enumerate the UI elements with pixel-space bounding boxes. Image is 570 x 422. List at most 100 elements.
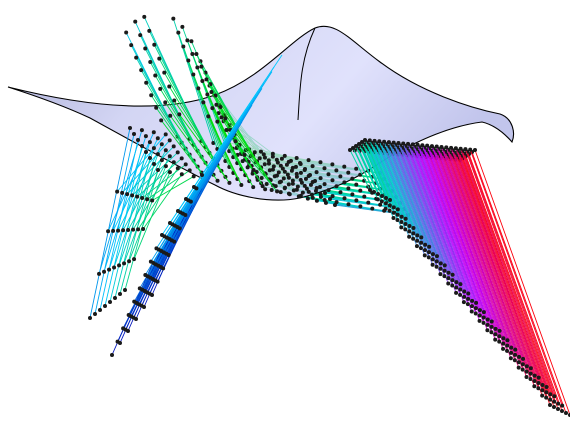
field-point-267-e: [426, 255, 431, 260]
field-point-151: [378, 202, 383, 207]
field-point-140-e: [210, 106, 215, 111]
field-point-350-e: [524, 364, 529, 369]
field-point-299-e: [493, 332, 498, 337]
field-line-317: [401, 147, 453, 281]
field-line-47: [126, 146, 175, 195]
field-point-113-e: [140, 195, 145, 200]
field-point-364: [401, 141, 406, 146]
field-line-7: [172, 18, 214, 144]
field-point-318-e: [458, 287, 463, 292]
field-point-372: [439, 144, 444, 149]
field-line-369: [426, 145, 493, 322]
field-point-260-e: [372, 190, 376, 194]
field-point-334-e: [399, 214, 404, 219]
field-point-283-e: [552, 405, 556, 409]
field-point-0: [128, 126, 132, 130]
field-point-134-e: [136, 227, 141, 232]
field-point-370: [429, 144, 434, 149]
field-point-35: [286, 159, 291, 164]
field-point-80: [306, 174, 311, 178]
field-point-42-e: [293, 164, 298, 169]
field-point-41-e: [284, 162, 289, 167]
field-line-332: [361, 141, 387, 199]
field-point-108-e: [308, 182, 313, 187]
field-line-25: [121, 140, 171, 194]
field-line-310: [368, 144, 399, 215]
field-line-291: [389, 148, 434, 260]
field-point-332-e: [384, 196, 388, 200]
field-point-154: [156, 168, 160, 172]
field-point-260: [351, 146, 355, 150]
field-point-96-e: [200, 79, 205, 84]
field-point-320-e: [473, 306, 478, 311]
field-point-170: [346, 202, 351, 207]
field-point-332: [360, 140, 364, 144]
field-point-33: [262, 155, 267, 160]
field-point-321-e: [481, 315, 486, 320]
field-point-357: [367, 138, 372, 143]
field-point-40-e: [275, 160, 280, 165]
field-line-44: [99, 139, 139, 311]
field-point-257-e: [532, 384, 537, 389]
field-point-233: [188, 199, 193, 204]
field-point-368: [420, 143, 425, 148]
field-point-37: [310, 164, 315, 169]
field-line-379: [474, 149, 570, 416]
field-line-114: [150, 94, 198, 167]
field-point-98-e: [218, 104, 223, 109]
field-point-109-e: [318, 185, 322, 189]
field-point-113: [183, 162, 188, 167]
field-point-103: [322, 182, 327, 187]
field-point-255-e: [516, 365, 521, 370]
field-point-234: [194, 186, 199, 191]
field-line-378: [469, 149, 563, 406]
field-point-25-e: [120, 190, 125, 195]
field-line-164: [235, 141, 278, 192]
field-point-97-e: [209, 90, 214, 95]
field-line-295: [408, 150, 465, 297]
field-point-236-e: [368, 188, 372, 192]
field-line-356: [364, 139, 391, 201]
field-line-349: [442, 149, 520, 358]
field-line-262: [362, 148, 391, 211]
field-point-5-e: [133, 19, 138, 24]
field-point-106-e: [290, 178, 295, 183]
field-point-289-e: [415, 238, 420, 243]
field-line-235: [201, 54, 283, 176]
field-point-70-e: [139, 68, 144, 73]
field-point-17: [330, 162, 335, 167]
field-point-369: [425, 143, 430, 148]
field-point-344-e: [477, 308, 482, 313]
field-point-342-e: [462, 289, 467, 294]
field-point-372-e: [513, 347, 518, 352]
field-point-360: [382, 139, 387, 144]
field-point-333-e: [391, 205, 396, 210]
field-point-157-e: [150, 198, 155, 203]
field-point-348-e: [509, 345, 514, 350]
field-point-301-e: [509, 350, 514, 355]
field-point-335-e: [407, 224, 412, 229]
field-point-93-e: [153, 73, 158, 78]
field-line-330: [463, 153, 555, 402]
field-point-46: [159, 142, 164, 147]
field-point-74-e: [195, 65, 200, 70]
field-point-362: [391, 140, 396, 145]
field-point-36: [298, 162, 303, 166]
field-line-267: [386, 150, 430, 258]
field-line-238: [359, 150, 387, 209]
field-point-376-e: [544, 384, 549, 389]
field-point-128-e: [295, 184, 300, 189]
field-point-41: [358, 172, 363, 177]
field-point-79: [294, 171, 299, 176]
field-line-293: [398, 149, 449, 279]
field-point-71-e: [148, 60, 153, 65]
field-point-378: [468, 147, 473, 152]
field-line-294: [403, 150, 457, 288]
field-point-61: [338, 174, 343, 179]
field-line-355: [471, 151, 567, 414]
field-point-129-e: [304, 186, 309, 191]
field-point-327-e: [528, 371, 533, 376]
field-line-341: [404, 145, 457, 283]
field-line-298: [422, 151, 488, 326]
field-point-340-e: [446, 270, 451, 275]
